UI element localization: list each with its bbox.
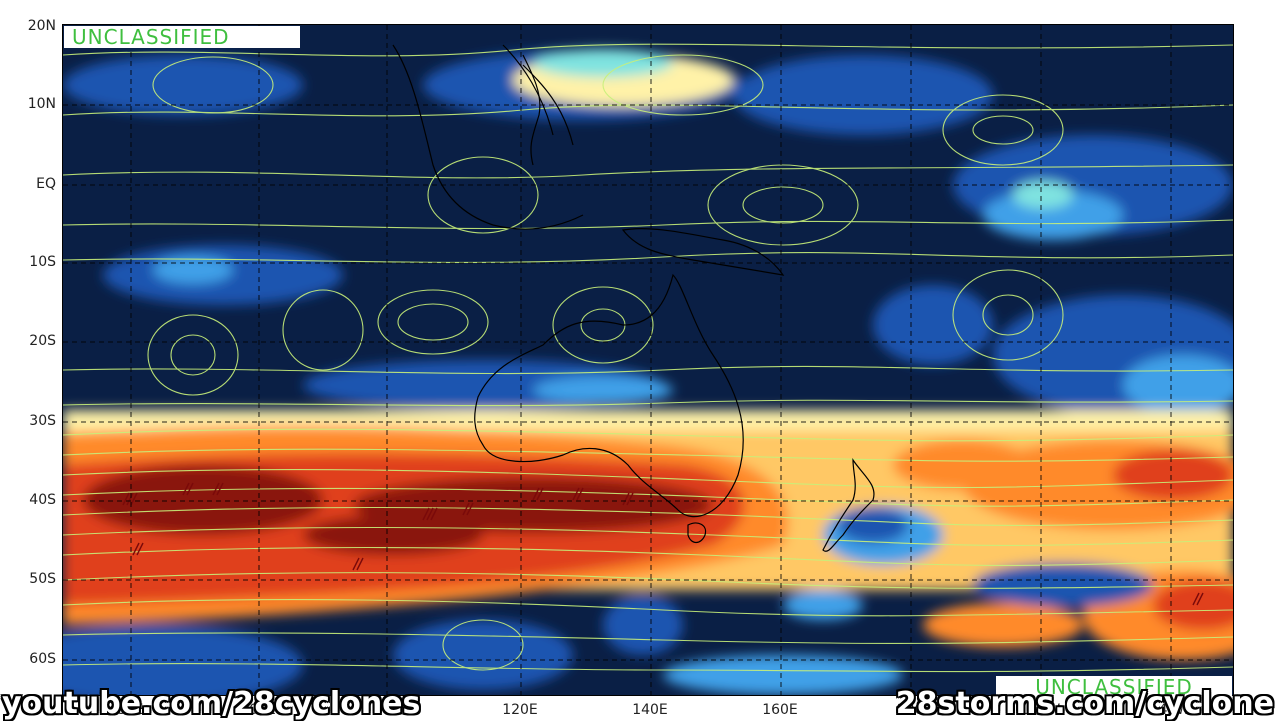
lon-label-160e: 160E [762,702,798,718]
australia-coastline [474,273,744,518]
coastlines [392,44,875,552]
lon-label-80e: 80E [116,702,144,718]
new-zealand-coastline [822,458,875,552]
new-guinea-coastline [621,228,785,276]
lat-label-20s: 20S [29,333,56,349]
streamlines [63,43,1233,673]
wind-map [62,24,1234,696]
lat-label-60s: 60S [29,651,56,667]
lat-label-10n: 10N [27,96,56,112]
watermark-website: 28storms.com/cyclone [895,686,1274,721]
watermark-youtube: youtube.com/28cyclones [2,686,421,721]
lon-label-180: 180 [896,702,924,718]
lat-label-50s: 50S [29,571,56,587]
wind-barbs [122,482,1204,606]
lon-label-140w: 140W [1149,702,1191,718]
lat-label-10s: 10S [29,254,56,270]
lat-label-30s: 30S [29,413,56,429]
tasmania-coastline [687,522,707,544]
maritime-continent-coastline [392,44,584,230]
lat-label-20n: 20N [27,18,56,34]
lat-lon-grid [63,25,1233,695]
wind-shear-field [63,25,1233,695]
lat-label-40s: 40S [29,492,56,508]
classification-banner-bottom: UNCLASSIFIED [996,676,1232,698]
lon-label-160w: 160W [1019,702,1061,718]
philippines-coastline [522,54,541,166]
lat-label-eq: EQ [36,176,56,192]
lon-label-100e: 100E [240,702,276,718]
classification-banner-top: UNCLASSIFIED [64,26,300,48]
lon-label-120e: 120E [502,702,538,718]
lon-label-140e: 140E [632,702,668,718]
